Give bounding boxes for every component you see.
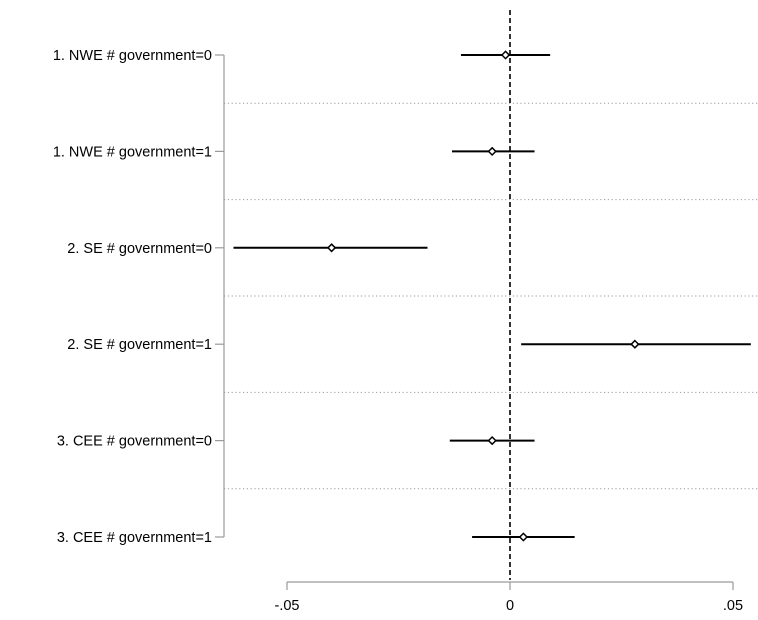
y-tick-label-3: 2. SE # government=0 [67, 241, 212, 257]
x-tick-label-1: -.05 [275, 598, 300, 614]
x-tick-label-3: .05 [723, 598, 743, 614]
x-axis: -.05 0 .05 [275, 581, 743, 614]
estimate-marker-1 [500, 50, 511, 60]
y-tick-label-6: 3. CEE # government=1 [57, 530, 212, 546]
point-estimates [326, 50, 640, 542]
estimate-marker-4 [630, 339, 640, 349]
y-tick-label-1: 1. NWE # government=0 [53, 48, 212, 64]
y-axis: 1. NWE # government=0 1. NWE # government… [53, 48, 225, 546]
category-separators [224, 102, 758, 490]
y-tick-label-4: 2. SE # government=1 [67, 337, 212, 353]
y-tick-label-2: 1. NWE # government=1 [53, 144, 212, 160]
y-tick-label-5: 3. CEE # government=0 [57, 434, 212, 450]
estimate-marker-6 [518, 532, 529, 542]
estimate-marker-5 [487, 435, 497, 446]
estimate-marker-2 [487, 146, 497, 157]
x-tick-label-2: 0 [506, 598, 514, 614]
estimate-marker-3 [326, 243, 337, 253]
